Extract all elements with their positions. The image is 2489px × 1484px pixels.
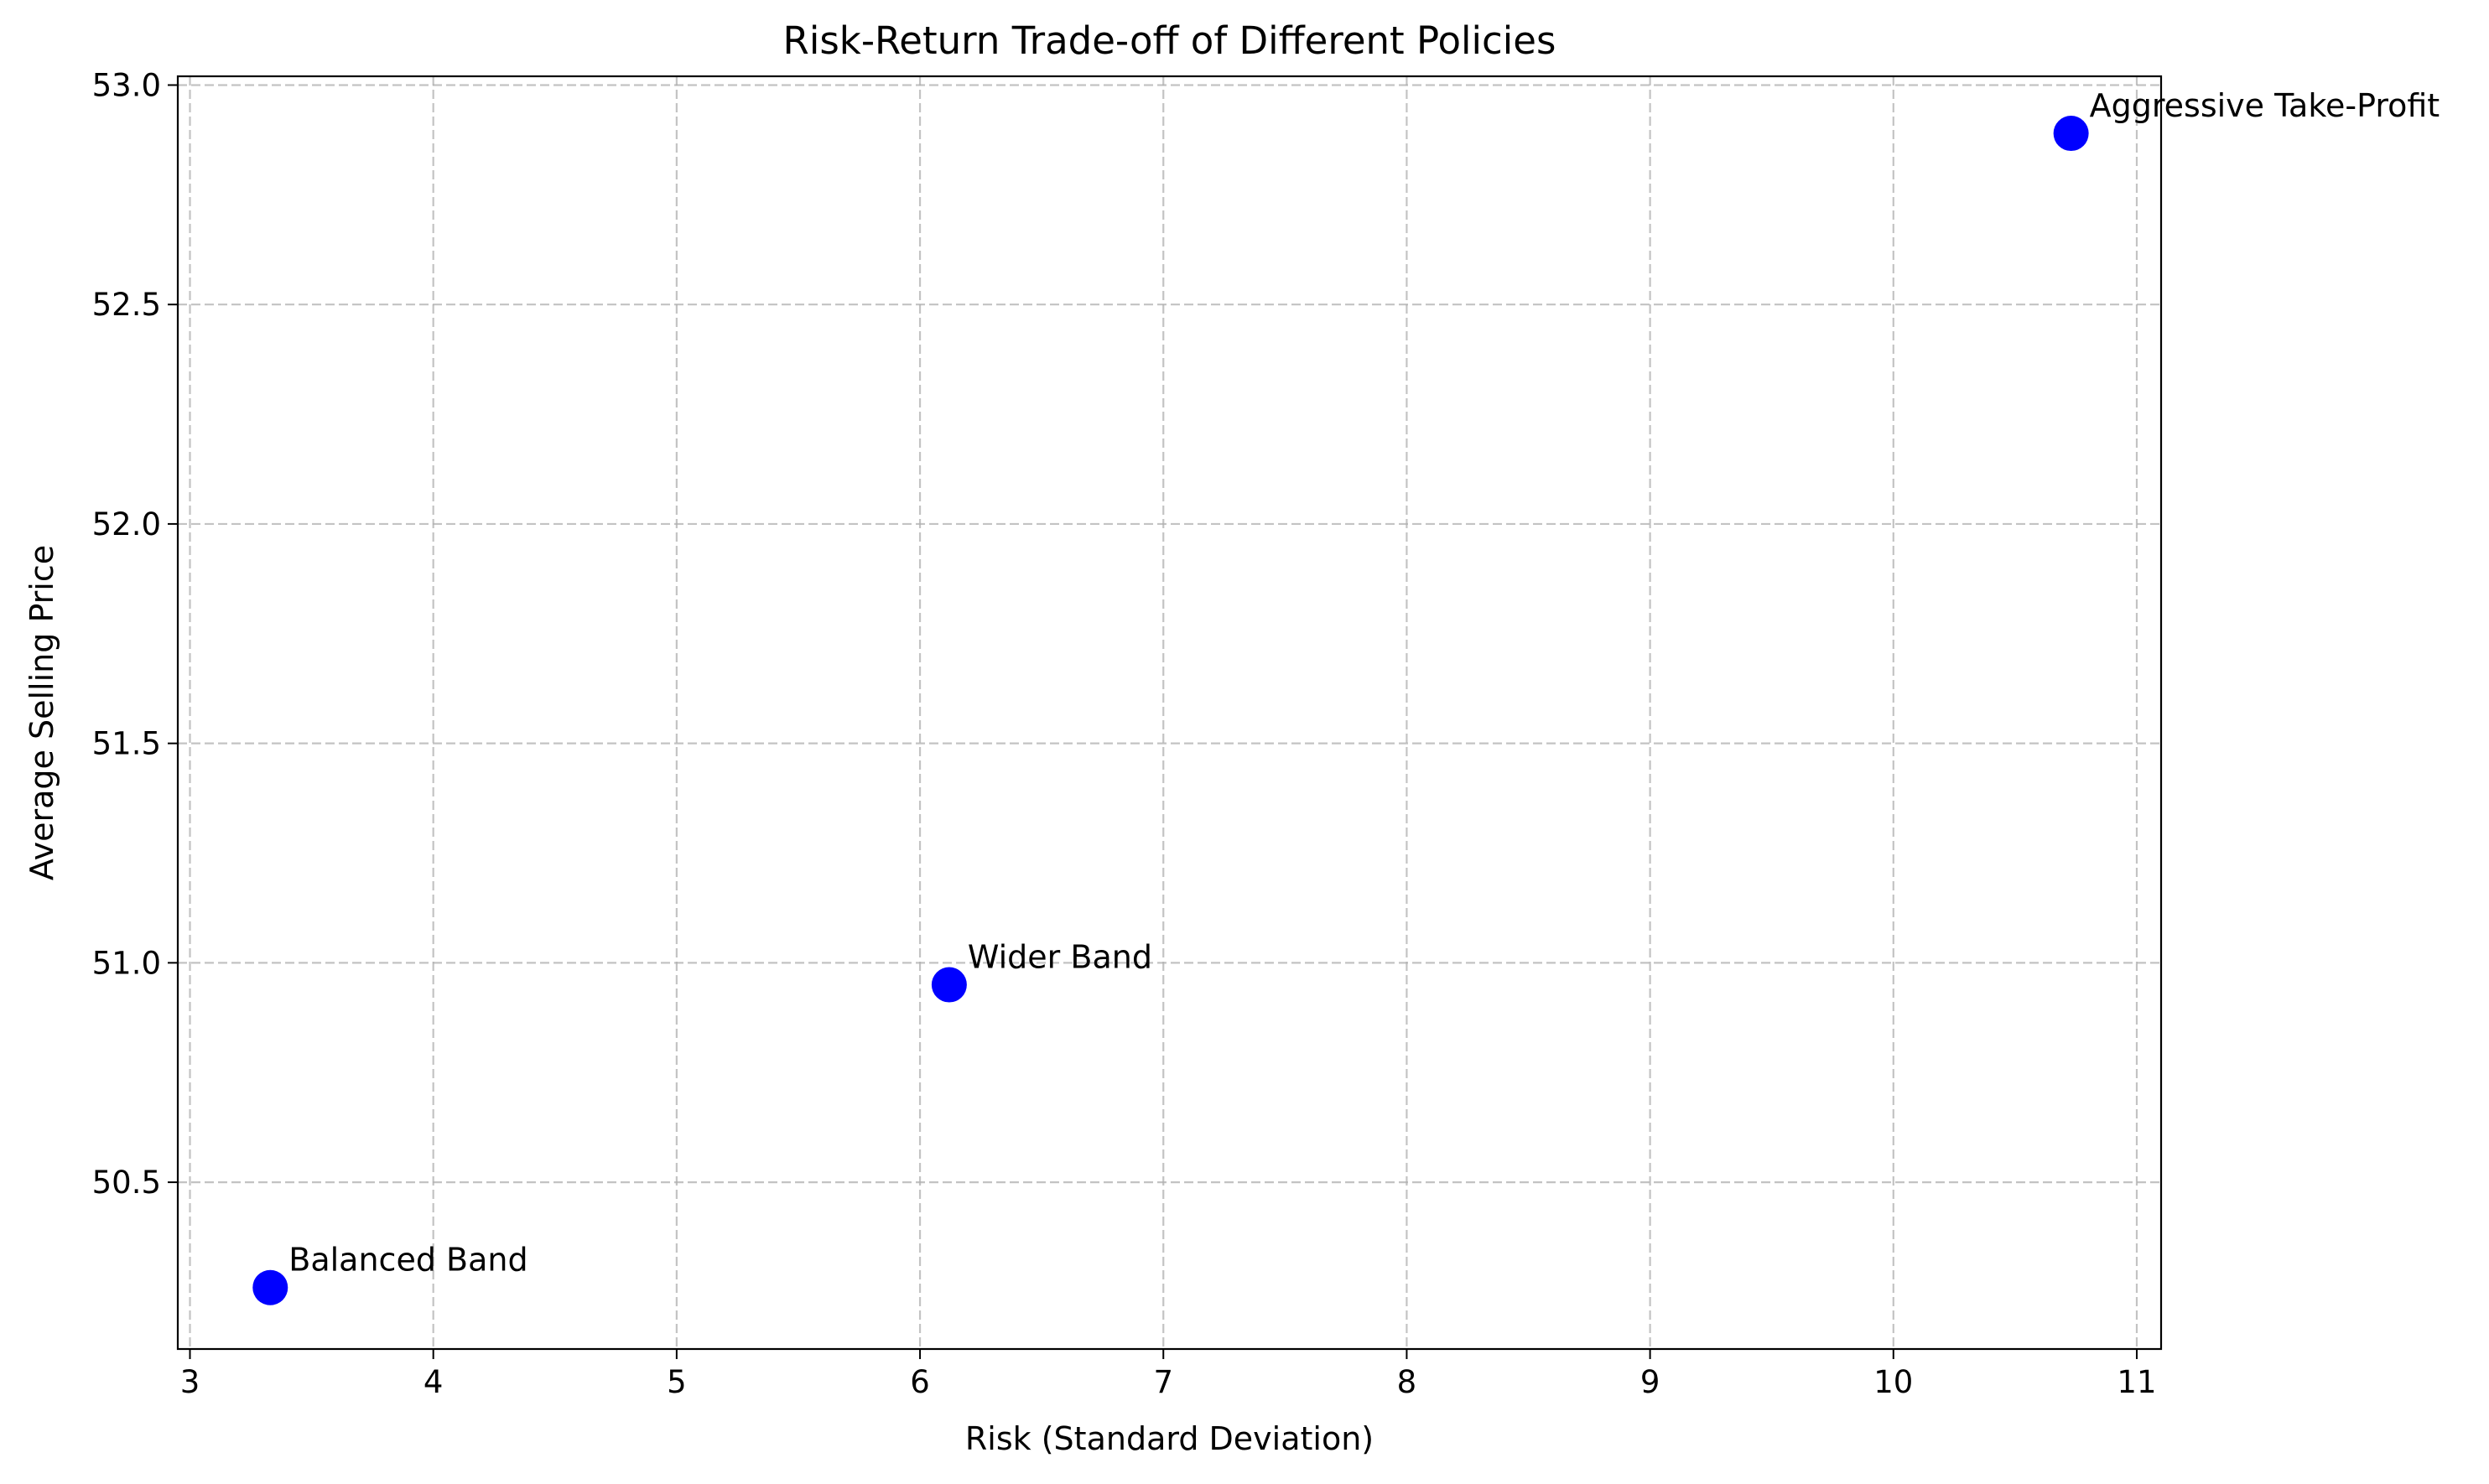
x-tick-label: 11 [2117,1364,2156,1400]
y-tick-label: 51.5 [92,726,161,762]
point-label: Balanced Band [288,1242,527,1279]
x-tick-label: 6 [910,1364,930,1400]
y-tick-label: 53.0 [92,67,161,103]
y-tick-label: 51.0 [92,945,161,981]
point-label: Aggressive Take-Profit [2090,87,2440,124]
y-axis-label: Average Selling Price [23,545,60,880]
x-tick-label: 7 [1153,1364,1173,1400]
scatter-point [252,1269,288,1305]
grid-layer [178,76,2161,1349]
chart-title: Risk-Return Trade-off of Different Polic… [783,18,1556,63]
x-axis-label: Risk (Standard Deviation) [965,1420,1374,1457]
x-tick-label: 9 [1640,1364,1660,1400]
x-tick-label: 10 [1873,1364,1913,1400]
y-tick-label: 52.0 [92,506,161,542]
scatter-point [931,967,967,1003]
y-tick-label: 52.5 [92,287,161,323]
plot-frame [176,75,2163,1351]
point-label: Wider Band [968,939,1152,976]
y-tick-label: 50.5 [92,1165,161,1201]
x-tick-label: 3 [180,1364,200,1400]
ticks-layer: 3 4 5 6 7 8 9 10 11 50.5 51.0 51.5 52.0 52.5 53.0 [92,67,2157,1400]
x-tick-label: 4 [423,1364,444,1400]
x-tick-label: 8 [1397,1364,1417,1400]
scatter-point [2053,116,2089,152]
x-tick-label: 5 [667,1364,687,1400]
points-layer: Balanced Band Wider Band Aggressive Take-P… [252,87,2440,1305]
